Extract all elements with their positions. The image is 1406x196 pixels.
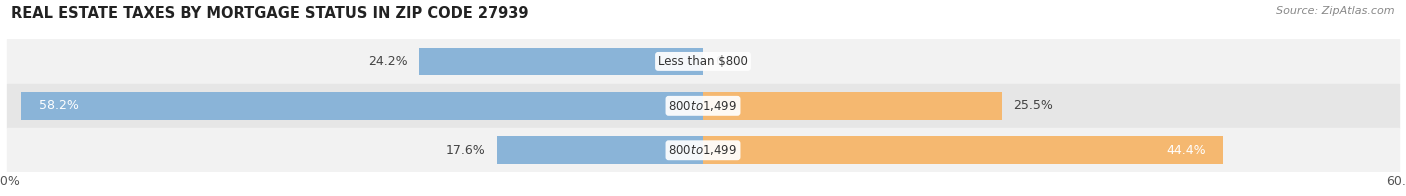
Bar xyxy=(496,136,703,164)
Bar xyxy=(7,84,1399,128)
Text: 44.4%: 44.4% xyxy=(1166,144,1206,157)
Text: 17.6%: 17.6% xyxy=(446,144,485,157)
Text: Source: ZipAtlas.com: Source: ZipAtlas.com xyxy=(1277,6,1395,16)
Bar xyxy=(7,128,1399,172)
Text: $800 to $1,499: $800 to $1,499 xyxy=(668,99,738,113)
Bar xyxy=(419,48,703,75)
Text: 0.0%: 0.0% xyxy=(714,55,747,68)
Text: Less than $800: Less than $800 xyxy=(658,55,748,68)
Text: 25.5%: 25.5% xyxy=(1014,99,1053,112)
Text: $800 to $1,499: $800 to $1,499 xyxy=(668,143,738,157)
Text: 58.2%: 58.2% xyxy=(38,99,79,112)
Text: REAL ESTATE TAXES BY MORTGAGE STATUS IN ZIP CODE 27939: REAL ESTATE TAXES BY MORTGAGE STATUS IN … xyxy=(11,6,529,21)
Bar xyxy=(703,92,1001,120)
Bar xyxy=(7,39,1399,84)
Bar xyxy=(703,136,1223,164)
Bar xyxy=(21,92,703,120)
Text: 24.2%: 24.2% xyxy=(368,55,408,68)
